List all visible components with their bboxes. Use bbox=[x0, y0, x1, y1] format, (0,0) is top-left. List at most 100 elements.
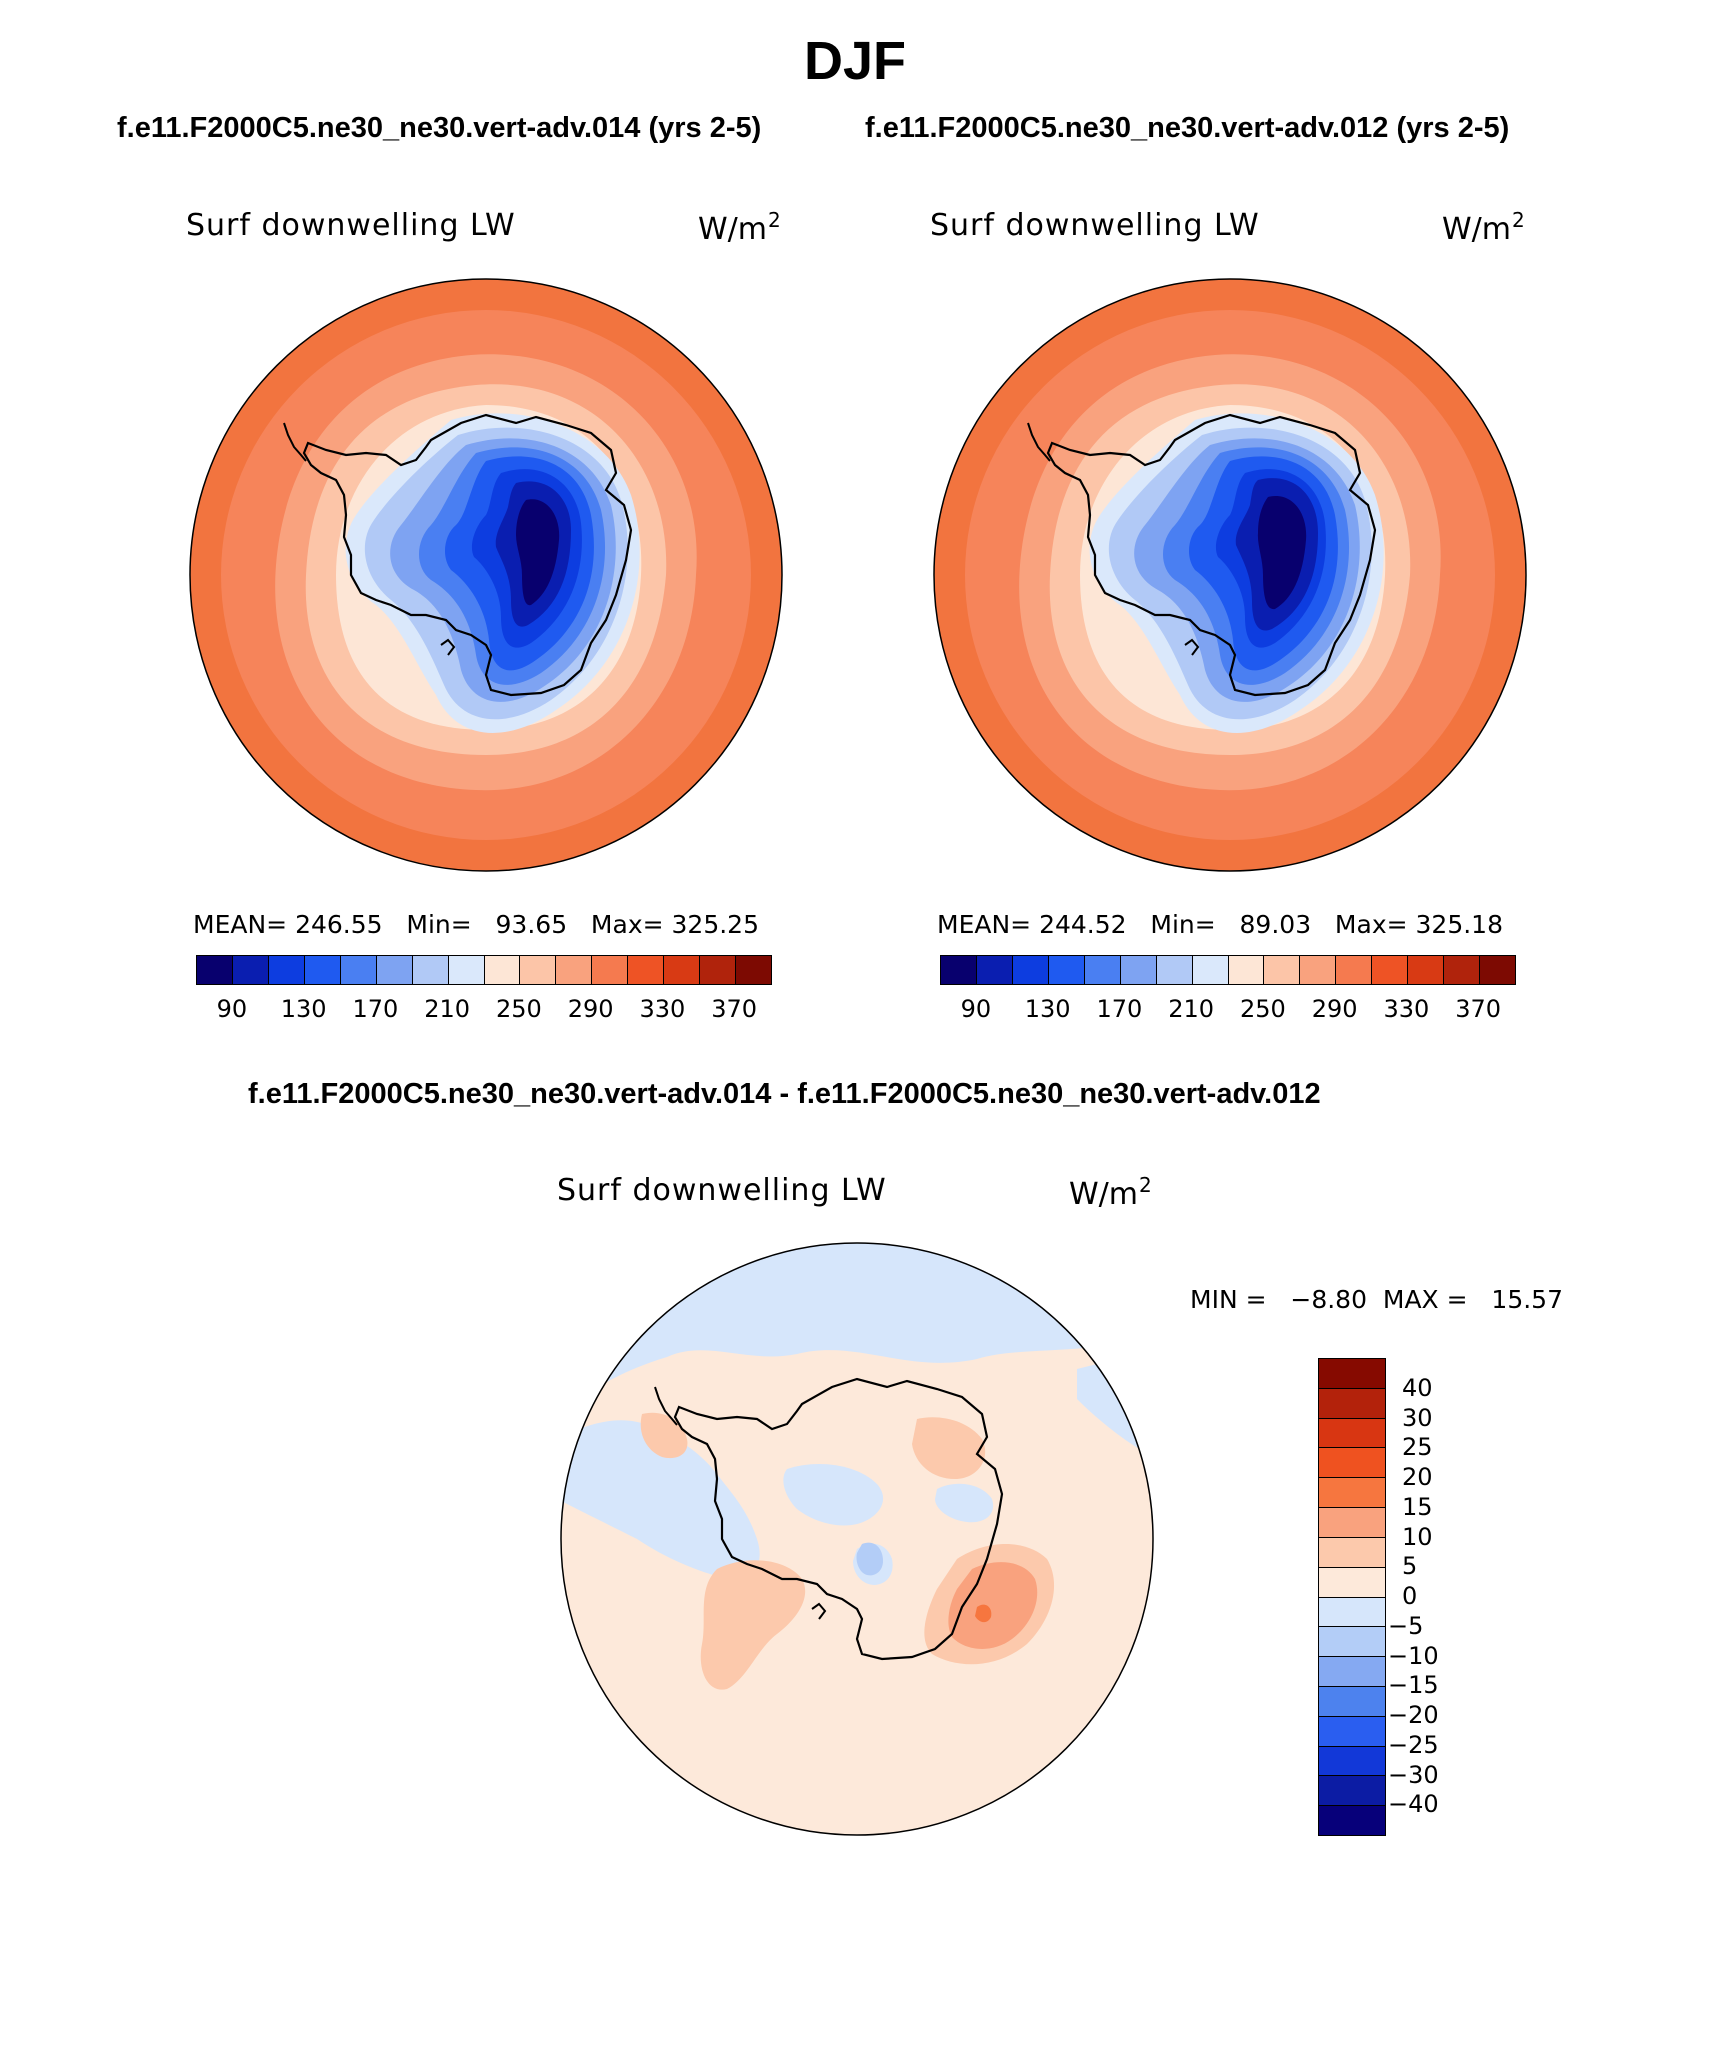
panel-b-units: W/m2 bbox=[1442, 208, 1525, 247]
colorbar-tick-label: 15 bbox=[1402, 1492, 1433, 1521]
panel-diff-label: Surf downwelling LW bbox=[557, 1173, 887, 1208]
colorbar-tick-label: 290 bbox=[567, 995, 614, 1023]
panel-diff-stats: MIN = −8.80 MAX = 15.57 bbox=[1190, 1285, 1563, 1314]
panel-b-colorbar-ticks: 90 130 170 210 250 290 330 370 bbox=[940, 995, 1514, 1025]
colorbar-cell bbox=[304, 956, 341, 984]
panel-diff-units: W/m2 bbox=[1069, 1173, 1152, 1212]
panel-a-colorbar-ticks: 90 130 170 210 250 290 330 370 bbox=[196, 995, 770, 1025]
colorbar-cell bbox=[1319, 1448, 1385, 1479]
colorbar-tick-label: 0 bbox=[1402, 1582, 1418, 1610]
colorbar-tick-label: 210 bbox=[424, 995, 471, 1023]
colorbar-cell bbox=[941, 956, 977, 984]
colorbar-cell bbox=[1264, 956, 1301, 984]
colorbar-cell bbox=[1300, 956, 1337, 984]
case-a-title: f.e11.F2000C5.ne30_ne30.vert-adv.014 (yr… bbox=[117, 112, 762, 144]
panel-a-stats: MEAN= 246.55 Min= 93.65 Max= 325.25 bbox=[193, 910, 759, 939]
panel-a-label: Surf downwelling LW bbox=[186, 208, 516, 243]
colorbar-cell bbox=[976, 956, 1013, 984]
colorbar-cell bbox=[376, 956, 413, 984]
colorbar-tick-label: 250 bbox=[1239, 995, 1286, 1023]
panel-b-colorbar bbox=[940, 955, 1516, 985]
colorbar-tick-label: 40 bbox=[1402, 1373, 1433, 1402]
colorbar-cell bbox=[1319, 1776, 1385, 1807]
colorbar-tick-label: 10 bbox=[1402, 1522, 1433, 1551]
panel-a-units: W/m2 bbox=[698, 208, 781, 247]
colorbar-cell bbox=[232, 956, 269, 984]
panel-b-stats: MEAN= 244.52 Min= 89.03 Max= 325.18 bbox=[937, 910, 1503, 939]
colorbar-tick-label: 210 bbox=[1168, 995, 1215, 1023]
colorbar-cell bbox=[1048, 956, 1085, 984]
colorbar-tick-label: −20 bbox=[1388, 1701, 1439, 1729]
colorbar-cell bbox=[556, 956, 593, 984]
case-b-title: f.e11.F2000C5.ne30_ne30.vert-adv.012 (yr… bbox=[865, 112, 1510, 144]
colorbar-tick-label: 90 bbox=[216, 995, 248, 1023]
colorbar-cell bbox=[1156, 956, 1193, 984]
colorbar-cell bbox=[1408, 956, 1445, 984]
colorbar-tick-label: −15 bbox=[1388, 1671, 1439, 1700]
colorbar-cell bbox=[448, 956, 485, 984]
colorbar-cell bbox=[1372, 956, 1409, 984]
colorbar-tick-label: 130 bbox=[1024, 995, 1071, 1023]
colorbar-tick-label: 330 bbox=[639, 995, 686, 1023]
colorbar-cell bbox=[1444, 956, 1481, 984]
colorbar-cell bbox=[1319, 1627, 1385, 1658]
colorbar-cell bbox=[1192, 956, 1229, 984]
colorbar-cell bbox=[1319, 1508, 1385, 1538]
colorbar-cell bbox=[1319, 1567, 1385, 1598]
colorbar-cell bbox=[1319, 1537, 1385, 1568]
colorbar-cell bbox=[1319, 1686, 1385, 1717]
colorbar-tick-label: 370 bbox=[711, 995, 758, 1023]
colorbar-cell bbox=[736, 956, 771, 984]
colorbar-cell bbox=[628, 956, 665, 984]
colorbar-tick-label: 290 bbox=[1311, 995, 1358, 1023]
colorbar-cell bbox=[700, 956, 737, 984]
panel-diff-map bbox=[560, 1242, 1154, 1836]
colorbar-tick-label: 5 bbox=[1402, 1552, 1418, 1581]
colorbar-tick-label: 20 bbox=[1402, 1463, 1433, 1491]
colorbar-cell bbox=[412, 956, 449, 984]
colorbar-cell bbox=[484, 956, 521, 984]
colorbar-tick-label: 25 bbox=[1402, 1433, 1433, 1462]
colorbar-cell bbox=[520, 956, 557, 984]
colorbar-cell bbox=[1480, 956, 1515, 984]
colorbar-cell bbox=[1319, 1746, 1385, 1777]
colorbar-tick-label: −25 bbox=[1388, 1730, 1439, 1759]
colorbar-tick-label: 250 bbox=[495, 995, 542, 1023]
colorbar-tick-label: −10 bbox=[1388, 1641, 1439, 1670]
colorbar-cell bbox=[340, 956, 377, 984]
colorbar-tick-label: 330 bbox=[1383, 995, 1430, 1023]
colorbar-cell bbox=[1319, 1388, 1385, 1419]
colorbar-tick-label: −5 bbox=[1388, 1611, 1424, 1640]
panel-a-colorbar bbox=[196, 955, 772, 985]
panel-b-map bbox=[933, 278, 1527, 872]
figure-title: DJF bbox=[803, 31, 906, 91]
panel-diff-colorbar-ticks: 40 30 25 20 15 10 5 0 −5 −10 −15 −20 −25 −30 −40 bbox=[1388, 1358, 1476, 1834]
diff-title: f.e11.F2000C5.ne30_ne30.vert-adv.014 - f… bbox=[248, 1078, 1321, 1110]
colorbar-tick-label: 370 bbox=[1455, 995, 1502, 1023]
colorbar-cell bbox=[1319, 1657, 1385, 1687]
colorbar-tick-label: 170 bbox=[352, 995, 399, 1023]
colorbar-cell bbox=[592, 956, 629, 984]
colorbar-cell bbox=[1319, 1359, 1385, 1389]
colorbar-tick-label: −30 bbox=[1388, 1760, 1439, 1789]
colorbar-tick-label: 90 bbox=[960, 995, 992, 1023]
panel-a-map bbox=[189, 278, 783, 872]
panel-diff-colorbar bbox=[1318, 1358, 1386, 1836]
colorbar-cell bbox=[1084, 956, 1121, 984]
panel-b-label: Surf downwelling LW bbox=[930, 208, 1260, 243]
colorbar-cell bbox=[1336, 956, 1373, 984]
colorbar-cell bbox=[664, 956, 701, 984]
colorbar-cell bbox=[1319, 1478, 1385, 1509]
colorbar-tick-label: 130 bbox=[280, 995, 327, 1023]
colorbar-cell bbox=[197, 956, 233, 984]
colorbar-cell bbox=[1319, 1597, 1385, 1628]
colorbar-tick-label: 170 bbox=[1096, 995, 1143, 1023]
colorbar-tick-label: −40 bbox=[1388, 1790, 1439, 1819]
colorbar-cell bbox=[1319, 1806, 1385, 1835]
colorbar-cell bbox=[268, 956, 305, 984]
colorbar-cell bbox=[1120, 956, 1157, 984]
colorbar-cell bbox=[1319, 1418, 1385, 1449]
colorbar-tick-label: 30 bbox=[1402, 1403, 1433, 1432]
colorbar-cell bbox=[1319, 1716, 1385, 1747]
colorbar-cell bbox=[1012, 956, 1049, 984]
